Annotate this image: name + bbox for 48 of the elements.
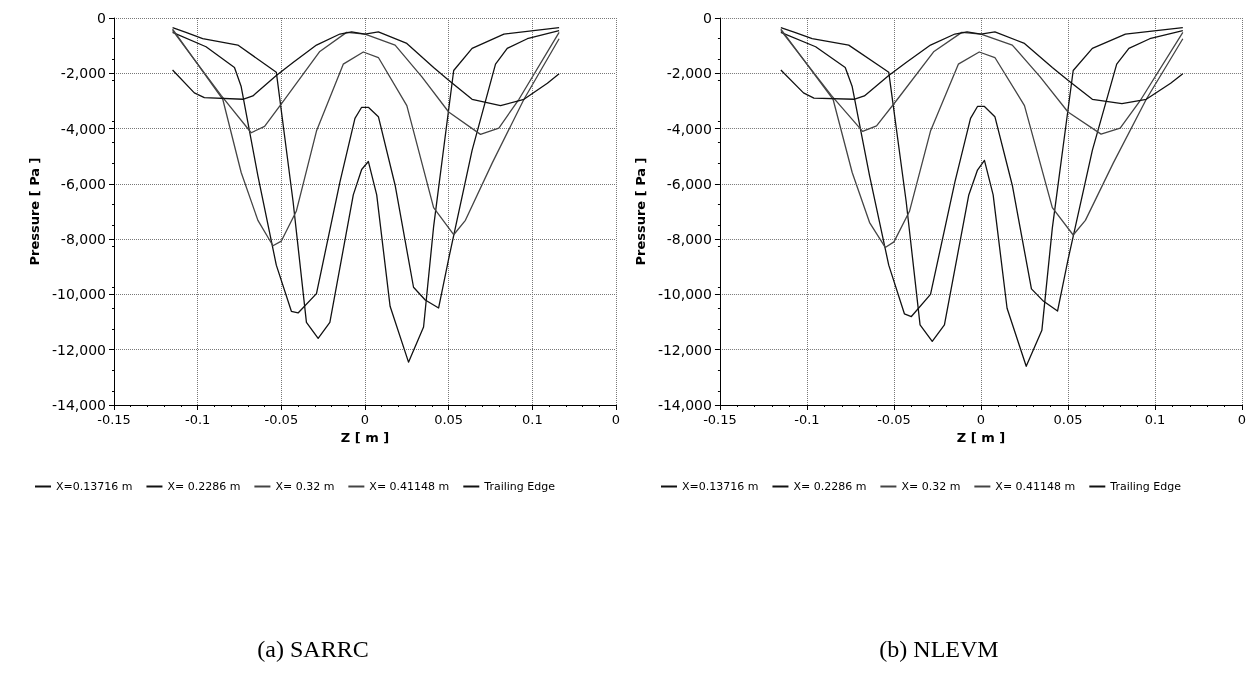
- legend-label: Trailing Edge: [1109, 480, 1182, 493]
- y-axis-title: Pressure [ Pa ]: [633, 157, 648, 266]
- y-tick-label: 0: [97, 10, 106, 26]
- y-tick-label: -10,000: [657, 286, 712, 303]
- line-series: [171, 27, 560, 363]
- y-tick-label: -4,000: [60, 120, 106, 137]
- x-tick-label: 0: [611, 412, 621, 427]
- x-tick-label: -0.1: [184, 412, 211, 427]
- y-tick-label: 0: [703, 10, 712, 26]
- x-tick-label: -0.15: [703, 412, 737, 427]
- legend-label: X= 0.41148 m: [369, 480, 450, 493]
- y-tick-label: -2,000: [60, 65, 106, 82]
- legend-label: X=0.13716 m: [56, 480, 133, 493]
- legend-label: X= 0.2286 m: [167, 480, 241, 493]
- legend-label: X= 0.41148 m: [995, 480, 1076, 493]
- x-tick-label: -0.05: [877, 412, 911, 427]
- y-tick-label: -10,000: [51, 286, 106, 303]
- legend-label: X= 0.2286 m: [793, 480, 867, 493]
- y-axis-title: Pressure [ Pa ]: [27, 157, 43, 266]
- x-tick-label: 0.1: [1144, 412, 1166, 427]
- legend-label: X= 0.32 m: [901, 480, 961, 493]
- x-tick-label: 0: [1237, 412, 1247, 427]
- y-tick-label: -12,000: [657, 341, 712, 358]
- x-tick-label: -0.05: [264, 412, 299, 427]
- x-tick-label: 0.05: [434, 412, 464, 427]
- x-axis-title: Z [ m ]: [340, 430, 390, 445]
- x-tick-label: 0.1: [521, 412, 543, 427]
- text: (a) SARRC: [257, 636, 369, 662]
- y-tick-label: -6,000: [666, 175, 712, 192]
- y-tick-label: -8,000: [60, 231, 106, 248]
- y-tick-label: -4,000: [666, 120, 712, 137]
- y-tick-label: -14,000: [657, 397, 712, 413]
- x-tick-label: 0: [360, 412, 370, 427]
- y-tick-label: -2,000: [666, 65, 712, 82]
- x-axis-title: Z [ m ]: [956, 430, 1006, 445]
- x-tick-label: 0: [976, 412, 986, 427]
- y-tick-label: -12,000: [51, 341, 106, 358]
- text: (b) NLEVM: [879, 636, 999, 662]
- x-tick-label: 0.05: [1053, 412, 1083, 427]
- x-tick-label: -0.15: [97, 412, 131, 427]
- legend-label: X= 0.32 m: [275, 480, 335, 493]
- y-tick-label: -8,000: [666, 231, 712, 248]
- legend-label: X=0.13716 m: [682, 480, 759, 493]
- y-tick-label: -6,000: [60, 175, 106, 192]
- legend-label: Trailing Edge: [483, 480, 556, 493]
- y-tick-label: -14,000: [51, 397, 106, 413]
- x-tick-label: -0.1: [794, 412, 820, 427]
- line-series: [780, 27, 1184, 367]
